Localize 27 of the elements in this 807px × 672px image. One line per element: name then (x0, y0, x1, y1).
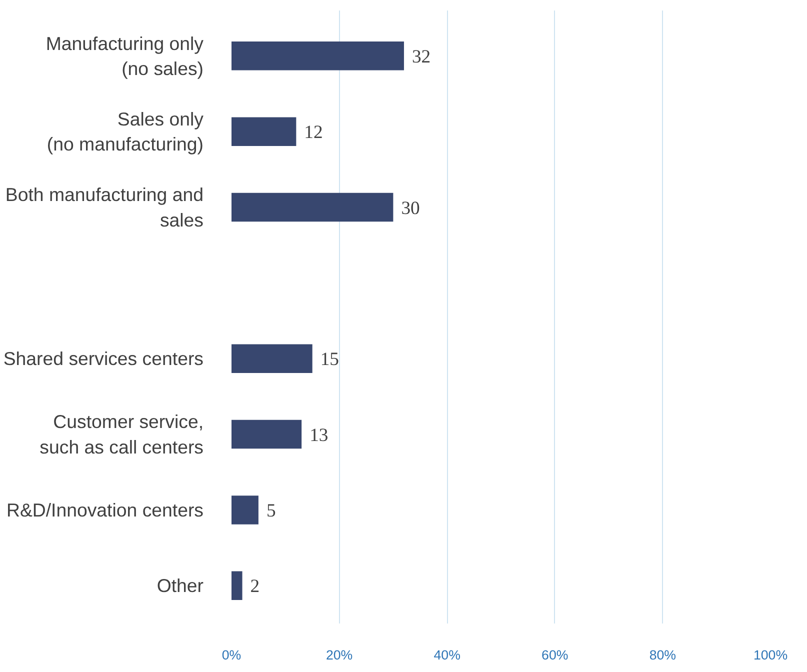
y-tick-label: Shared services centers (3, 348, 204, 370)
bar (232, 496, 258, 524)
x-tick-label: 20% (326, 648, 353, 662)
data-label: 30 (401, 198, 420, 219)
data-label: 32 (412, 46, 431, 68)
data-label: 5 (266, 500, 276, 522)
y-tick-label: Other (156, 575, 204, 596)
x-tick-label: 40% (434, 648, 461, 662)
data-label: 13 (310, 424, 328, 446)
data-label: 15 (320, 349, 340, 370)
bar (232, 117, 296, 146)
bar (232, 344, 312, 373)
bar (232, 571, 242, 600)
y-tick-label: Customer service, such as call centers (40, 411, 204, 458)
y-tick-label: Sales only (no manufacturing) (46, 108, 204, 155)
y-tick-label: Manufacturing only (no sales) (46, 32, 204, 80)
data-label: 2 (250, 576, 260, 598)
bar (232, 42, 404, 70)
x-tick-label: 80% (649, 648, 676, 662)
x-tick-label: 0% (222, 648, 242, 662)
y-tick-label: R&D/Innovation centers (6, 499, 204, 520)
bar (232, 420, 302, 449)
x-tick-label: 100% (753, 648, 788, 662)
x-tick-label: 60% (542, 648, 568, 662)
y-tick-label: Both manufacturing and sales (5, 184, 204, 230)
bar (232, 192, 394, 222)
data-label: 12 (304, 122, 323, 144)
